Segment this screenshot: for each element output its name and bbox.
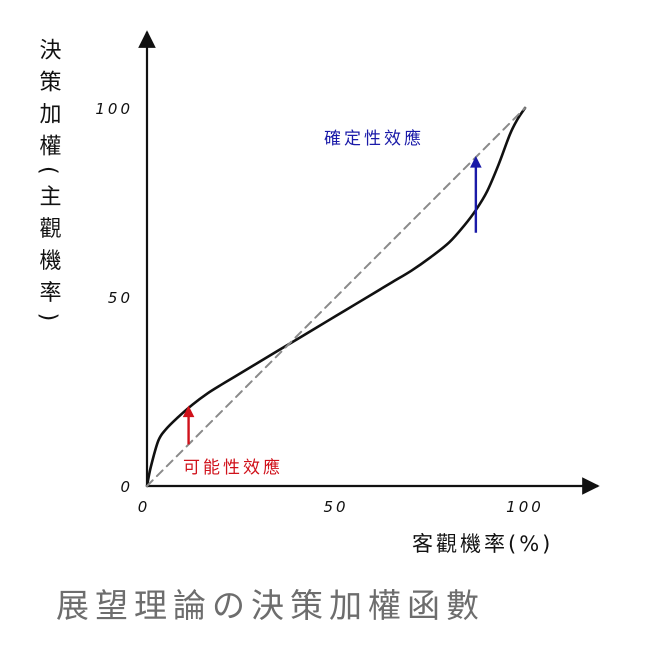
y-axis-label: 決策加權(主觀機率) [36, 38, 62, 331]
y-tick-label: 100 [95, 100, 133, 118]
x-tick-label: 0 [138, 498, 151, 516]
y-tick-label: 50 [108, 289, 133, 307]
annotation-arrows [182, 156, 482, 445]
certainty-effect-arrow-head [470, 156, 482, 168]
weighting-function-curve [145, 106, 527, 488]
certainty-effect-label: 確定性效應 [324, 128, 424, 149]
possibility-effect-label: 可能性效應 [183, 457, 283, 478]
series-layer [145, 106, 527, 488]
x-axis-label: 客觀機率(%) [412, 532, 553, 556]
diagonal-reference-line [146, 107, 526, 487]
possibility-effect-arrow-head [182, 405, 195, 418]
y-tick-label: 0 [120, 478, 133, 496]
chart-title: 展望理論の決策加權函數 [56, 586, 485, 625]
x-tick-label: 50 [323, 498, 348, 516]
x-tick-label: 100 [506, 498, 544, 516]
tick-layer: 0 50 100 0 50 100 [95, 100, 544, 516]
